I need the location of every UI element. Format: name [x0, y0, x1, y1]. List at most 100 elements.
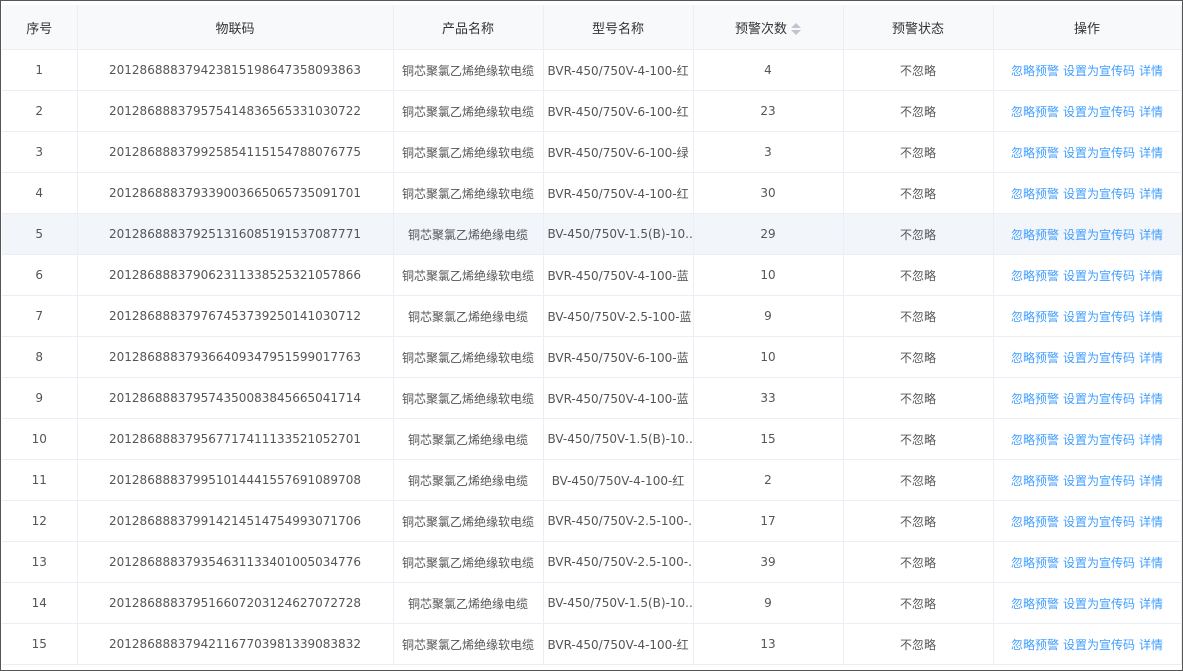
action-link[interactable]: 详情	[1139, 186, 1164, 201]
action-link[interactable]: 详情	[1139, 63, 1164, 78]
action-link[interactable]: 忽略预警	[1010, 268, 1059, 283]
column-header: 产品名称	[393, 5, 544, 50]
action-link[interactable]: 设置为宣传码	[1062, 227, 1135, 242]
action-link[interactable]: 设置为宣传码	[1062, 309, 1135, 324]
cell: 不忽略	[843, 418, 994, 460]
table-row: 8 201286888379366409347951599017763 铜芯聚氯乙烯…	[2, 336, 1182, 378]
table-row: 9 201286888379574350083845665041714 铜芯聚氯乙烯…	[2, 377, 1182, 419]
column-header[interactable]: 预警次数	[693, 5, 844, 50]
action-link[interactable]: 设置为宣传码	[1062, 63, 1135, 78]
action-link[interactable]: 设置为宣传码	[1062, 145, 1135, 160]
table-row: 5 201286888379251316085191537087771 铜芯聚氯乙烯…	[2, 213, 1182, 255]
cell: 201286888379366409347951599017763	[77, 336, 394, 378]
cell: 4	[2, 172, 78, 214]
action-link[interactable]: 详情	[1139, 637, 1164, 652]
cell: 13	[693, 623, 844, 665]
cell: BVR-450/750V-2.5-100-...	[543, 541, 694, 583]
action-link[interactable]: 详情	[1139, 350, 1164, 365]
action-link[interactable]: 设置为宣传码	[1062, 432, 1135, 447]
actions-cell: 忽略预警 设置为宣传码 详情	[993, 254, 1182, 296]
action-link[interactable]: 忽略预警	[1010, 104, 1059, 119]
cell: 201286888379951014441557691089708	[77, 459, 394, 501]
cell: 不忽略	[843, 500, 994, 542]
cell: BVR-450/750V-2.5-100-...	[543, 500, 694, 542]
action-link[interactable]: 设置为宣传码	[1062, 514, 1135, 529]
action-link[interactable]: 忽略预警	[1010, 145, 1059, 160]
cell: 201286888379575414836565331030722	[77, 90, 394, 132]
action-link[interactable]: 详情	[1139, 432, 1164, 447]
column-title: 物联码	[215, 21, 255, 37]
action-link[interactable]: 忽略预警	[1010, 63, 1059, 78]
action-link[interactable]: 详情	[1139, 514, 1164, 529]
action-link[interactable]: 设置为宣传码	[1062, 637, 1135, 652]
action-link[interactable]: 设置为宣传码	[1062, 555, 1135, 570]
action-link[interactable]: 详情	[1139, 145, 1164, 160]
action-link[interactable]: 详情	[1139, 268, 1164, 283]
cell: 9	[693, 582, 844, 624]
cell: 不忽略	[843, 131, 994, 173]
cell: 2	[693, 459, 844, 501]
action-link[interactable]: 设置为宣传码	[1062, 596, 1135, 611]
action-link[interactable]: 忽略预警	[1010, 432, 1059, 447]
action-link[interactable]: 忽略预警	[1010, 473, 1059, 488]
cell: BVR-450/750V-4-100-红	[543, 172, 694, 214]
cell: BVR-450/750V-4-100-蓝	[543, 254, 694, 296]
table-row: 13 201286888379354631133401005034776 铜芯聚氯乙…	[2, 541, 1182, 583]
actions-cell: 忽略预警 设置为宣传码 详情	[993, 459, 1182, 501]
cell: 201286888379925854115154788076775	[77, 131, 394, 173]
cell: 30	[693, 172, 844, 214]
column-title: 预警次数	[734, 21, 787, 37]
action-link[interactable]: 忽略预警	[1010, 350, 1059, 365]
action-link[interactable]: 详情	[1139, 309, 1164, 324]
cell: 不忽略	[843, 172, 994, 214]
action-link[interactable]: 详情	[1139, 391, 1164, 406]
action-link[interactable]: 忽略预警	[1010, 637, 1059, 652]
action-link[interactable]: 忽略预警	[1010, 227, 1059, 242]
sort-icon[interactable]	[791, 22, 801, 36]
cell: 201286888379339003665065735091701	[77, 172, 394, 214]
action-link[interactable]: 忽略预警	[1010, 186, 1059, 201]
action-link[interactable]: 设置为宣传码	[1062, 473, 1135, 488]
cell: 铜芯聚氯乙烯绝缘软电缆	[393, 131, 544, 173]
table-body: 1 201286888379423815198647358093863 铜芯聚氯乙烯…	[2, 49, 1182, 665]
cell: 不忽略	[843, 623, 994, 665]
cell: 铜芯聚氯乙烯绝缘软电缆	[393, 172, 544, 214]
cell: 铜芯聚氯乙烯绝缘软电缆	[393, 49, 544, 91]
action-link[interactable]: 设置为宣传码	[1062, 186, 1135, 201]
action-link[interactable]: 详情	[1139, 104, 1164, 119]
action-link[interactable]: 忽略预警	[1010, 514, 1059, 529]
cell: BV-450/750V-1.5(B)-10...	[543, 582, 694, 624]
table-row: 14 201286888379516607203124627072728 铜芯聚氯乙…	[2, 582, 1182, 624]
actions-cell: 忽略预警 设置为宣传码 详情	[993, 623, 1182, 665]
cell: 33	[693, 377, 844, 419]
cell: 7	[2, 295, 78, 337]
action-link[interactable]: 设置为宣传码	[1062, 391, 1135, 406]
action-link[interactable]: 忽略预警	[1010, 309, 1059, 324]
action-link[interactable]: 忽略预警	[1010, 391, 1059, 406]
action-link[interactable]: 详情	[1139, 555, 1164, 570]
cell: 不忽略	[843, 49, 994, 91]
action-link[interactable]: 详情	[1139, 227, 1164, 242]
table-row: 6 201286888379062311338525321057866 铜芯聚氯乙烯…	[2, 254, 1182, 296]
cell: 铜芯聚氯乙烯绝缘电缆	[393, 459, 544, 501]
action-link[interactable]: 详情	[1139, 596, 1164, 611]
column-title: 产品名称	[441, 21, 494, 37]
action-link[interactable]: 设置为宣传码	[1062, 350, 1135, 365]
table-row: 4 201286888379339003665065735091701 铜芯聚氯乙烯…	[2, 172, 1182, 214]
cell: 15	[2, 623, 78, 665]
action-link[interactable]: 详情	[1139, 473, 1164, 488]
cell: 铜芯聚氯乙烯绝缘软电缆	[393, 254, 544, 296]
cell: 9	[2, 377, 78, 419]
cell: 29	[693, 213, 844, 255]
cell: BV-450/750V-2.5-100-蓝	[543, 295, 694, 337]
action-link[interactable]: 设置为宣传码	[1062, 104, 1135, 119]
cell: 201286888379767453739250141030712	[77, 295, 394, 337]
actions-cell: 忽略预警 设置为宣传码 详情	[993, 172, 1182, 214]
action-link[interactable]: 忽略预警	[1010, 555, 1059, 570]
action-link[interactable]: 设置为宣传码	[1062, 268, 1135, 283]
cell: 12	[2, 500, 78, 542]
action-link[interactable]: 忽略预警	[1010, 596, 1059, 611]
cell: 铜芯聚氯乙烯绝缘软电缆	[393, 623, 544, 665]
table-row: 15 201286888379421167703981339083832 铜芯聚氯乙…	[2, 623, 1182, 665]
column-header: 预警状态	[843, 5, 994, 50]
